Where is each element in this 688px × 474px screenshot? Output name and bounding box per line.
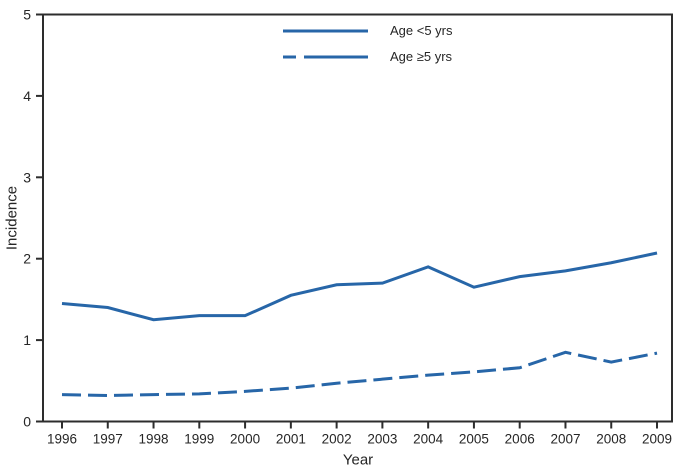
legend-label: Age ≥5 yrs xyxy=(390,49,453,64)
series-line-age-5-plus xyxy=(61,350,658,397)
x-tick-label: 2008 xyxy=(596,432,626,447)
y-tick-label: 3 xyxy=(23,169,31,185)
y-tick-label: 4 xyxy=(23,88,31,104)
x-tick-label: 2000 xyxy=(230,432,260,447)
x-tick-label: 1999 xyxy=(184,432,214,447)
legend: Age <5 yrs Age ≥5 yrs xyxy=(283,22,453,65)
y-tick-label: 1 xyxy=(23,332,31,348)
legend-label: Age <5 yrs xyxy=(390,23,453,38)
x-tick-label: 2006 xyxy=(505,432,535,447)
y-axis-label: Incidence xyxy=(3,185,21,251)
y-tick-label: 5 xyxy=(23,7,31,23)
dashed-line-swatch-icon xyxy=(283,55,368,58)
x-tick-label: 2003 xyxy=(367,432,397,447)
x-tick-label: 2004 xyxy=(413,432,444,447)
series-line-age-under-5 xyxy=(61,251,658,322)
x-tick-label: 1996 xyxy=(47,432,77,447)
x-axis-label: Year xyxy=(342,451,374,469)
x-tick-label: 2001 xyxy=(276,432,306,447)
x-tick-label: 2005 xyxy=(459,432,489,447)
x-tick-label: 2002 xyxy=(322,432,352,447)
x-tick-label: 2009 xyxy=(642,432,672,447)
legend-item-age-under-5: Age <5 yrs xyxy=(283,22,453,39)
y-tick-label: 2 xyxy=(23,251,31,267)
solid-line-swatch-icon xyxy=(283,29,368,32)
x-tick-label: 1997 xyxy=(93,432,123,447)
x-tick-label: 2007 xyxy=(550,432,580,447)
plot-frame xyxy=(42,13,673,423)
x-tick-label: 1998 xyxy=(139,432,169,447)
y-tick-label: 0 xyxy=(23,414,31,430)
legend-item-age-5-plus: Age ≥5 yrs xyxy=(283,48,453,65)
